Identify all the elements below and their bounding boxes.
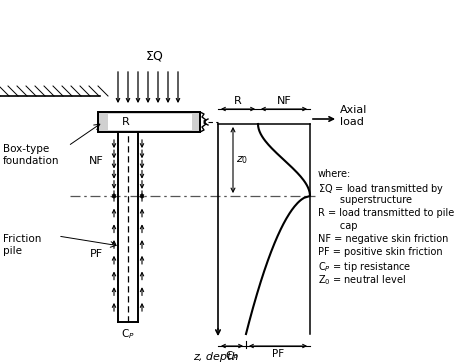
Text: Axial
load: Axial load xyxy=(340,105,367,127)
Text: R: R xyxy=(122,117,130,127)
Text: C$_P$: C$_P$ xyxy=(225,349,239,363)
Text: z, depth: z, depth xyxy=(193,352,239,362)
Text: $\Sigma$Q = load transmitted by: $\Sigma$Q = load transmitted by xyxy=(318,182,444,196)
Text: NF: NF xyxy=(277,96,292,106)
Text: NF = negative skin friction: NF = negative skin friction xyxy=(318,234,448,244)
Text: C$_P$: C$_P$ xyxy=(121,327,135,341)
Text: $\Sigma$Q: $\Sigma$Q xyxy=(146,49,164,63)
Bar xyxy=(108,114,192,130)
Bar xyxy=(98,112,200,132)
Text: Z$_0$ = neutral level: Z$_0$ = neutral level xyxy=(318,273,406,287)
Bar xyxy=(98,112,200,132)
Text: Friction
pile: Friction pile xyxy=(3,234,41,256)
Text: NF: NF xyxy=(89,157,103,166)
Text: z$_0$: z$_0$ xyxy=(236,154,248,166)
Text: superstructure: superstructure xyxy=(318,195,412,205)
Text: R: R xyxy=(234,96,242,106)
Text: C$_P$ = tip resistance: C$_P$ = tip resistance xyxy=(318,260,411,274)
Text: PF: PF xyxy=(90,249,102,259)
Text: R = load transmitted to pile: R = load transmitted to pile xyxy=(318,208,454,218)
Text: Box-type
foundation: Box-type foundation xyxy=(3,144,60,166)
Text: where:: where: xyxy=(318,169,351,179)
Text: cap: cap xyxy=(318,221,357,231)
Text: PF: PF xyxy=(272,349,284,359)
Text: PF = positive skin friction: PF = positive skin friction xyxy=(318,247,443,257)
